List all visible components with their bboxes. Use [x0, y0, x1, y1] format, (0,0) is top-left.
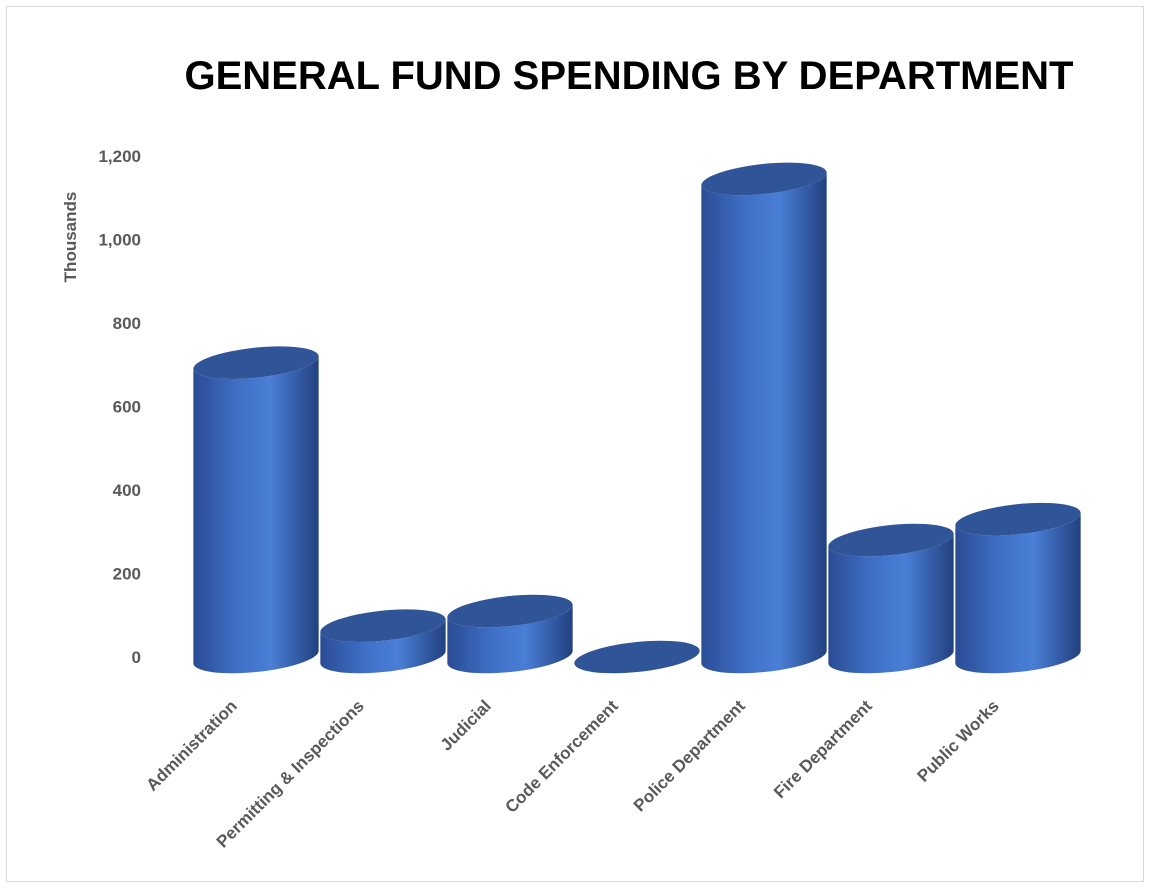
- bar-body: [447, 604, 573, 674]
- x-tick-label: Administration: [143, 696, 241, 794]
- y-axis-title: Thousands: [61, 192, 80, 283]
- bar-top: [320, 609, 446, 642]
- bars: [193, 162, 1081, 674]
- x-tick-label: Judicial: [437, 696, 495, 754]
- bar: [320, 609, 446, 674]
- bar: [828, 523, 954, 674]
- y-tick-label: 600: [113, 398, 141, 417]
- x-tick-label: Police Department: [630, 696, 749, 815]
- bar-body: [955, 512, 1081, 674]
- bar-body: [701, 172, 827, 674]
- bar-body: [828, 533, 954, 674]
- bar-top: [193, 346, 319, 379]
- chart-frame: GENERAL FUND SPENDING BY DEPARTMENT Thou…: [6, 6, 1144, 882]
- bar-top: [574, 640, 700, 674]
- bar-top: [955, 502, 1081, 536]
- chart-title: GENERAL FUND SPENDING BY DEPARTMENT: [185, 54, 1074, 98]
- bar: [574, 640, 700, 674]
- x-tick-label: Code Enforcement: [502, 696, 623, 817]
- bar-top: [828, 523, 954, 557]
- bar: [447, 594, 573, 674]
- y-tick-label: 0: [132, 648, 141, 667]
- x-tick-label: Permitting & Inspections: [213, 696, 368, 851]
- bar-body: [320, 619, 446, 674]
- bar: [193, 346, 319, 674]
- bar-body: [193, 356, 319, 674]
- y-tick-label: 1,200: [98, 147, 141, 166]
- bar-top: [447, 594, 573, 628]
- y-tick-label: 1,000: [98, 231, 141, 250]
- bar: [701, 162, 827, 674]
- y-tick-label: 800: [113, 314, 141, 333]
- y-tick-label: 400: [113, 481, 141, 500]
- y-tick-label: 200: [113, 565, 141, 584]
- chart-area: GENERAL FUND SPENDING BY DEPARTMENT Thou…: [61, 54, 1081, 851]
- x-tick-label: Fire Department: [770, 696, 876, 802]
- x-tick-label: Public Works: [913, 696, 1002, 785]
- y-axis-ticks: 0 200 400 600 800 1,000 1,200: [98, 147, 141, 667]
- bar: [955, 502, 1081, 674]
- bar-top: [701, 162, 827, 196]
